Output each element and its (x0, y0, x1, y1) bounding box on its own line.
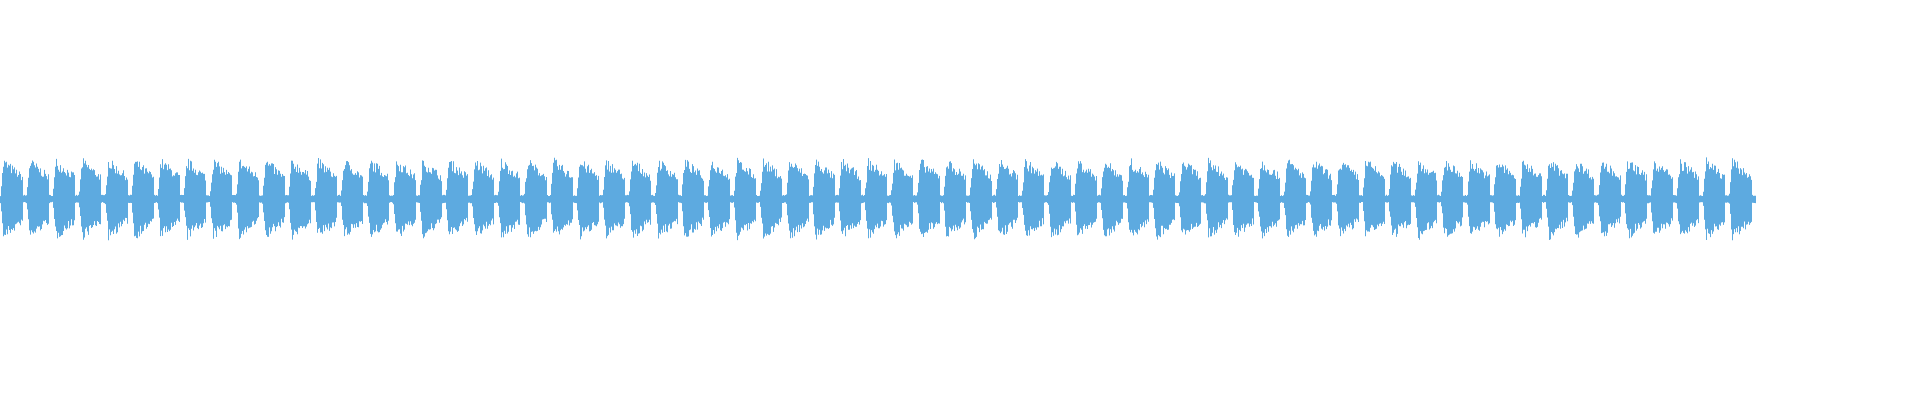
waveform-path (0, 157, 1756, 241)
